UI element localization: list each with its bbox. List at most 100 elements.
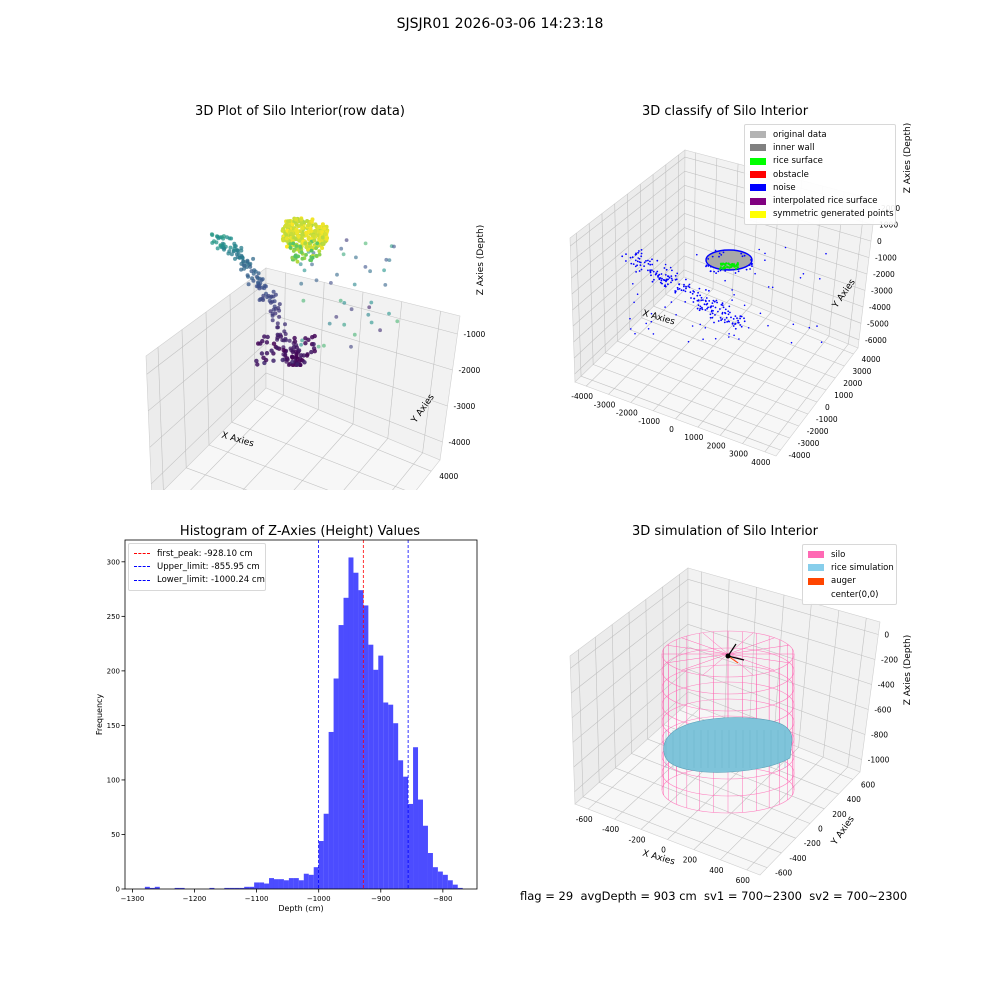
data-point [292,339,298,344]
noise-point [705,264,708,267]
y-tick-label: 200 [107,667,120,675]
noise-point [691,325,694,327]
noise-point [649,263,652,266]
y-tick-label: -3000 [798,439,820,448]
legend-item: rice simulation [808,561,894,574]
noise-point [713,270,715,273]
noise-point [704,309,707,311]
wall-gridline [574,691,862,792]
y-tick-label: -2000 [807,427,829,436]
data-point [290,349,295,355]
noise-point [825,252,827,255]
data-point [304,230,309,235]
data-point [313,229,318,233]
histogram-bar [338,625,344,889]
legend-label: interpolated rice surface [773,196,878,207]
wall-gridline [822,610,840,758]
floor-gridline [677,282,854,355]
legend-swatch [750,197,766,205]
data-point [300,256,305,261]
histogram-bar [293,878,299,889]
noise-point [693,291,695,293]
noise-point [677,288,679,291]
y-tick-label: 2000 [843,379,862,388]
noise-point [734,323,736,325]
data-point [314,246,318,250]
noise-point [719,269,722,272]
noise-point [697,299,700,302]
data-point [303,341,308,346]
data-point [283,322,287,327]
y-tick-label: 0 [825,403,830,412]
floor-gridline [254,399,432,472]
noise-point [690,297,692,299]
noise-point [629,317,631,320]
noise-point [736,317,738,320]
data-point [352,332,357,337]
noise-point [702,338,704,340]
noise-point [688,286,691,289]
data-point [241,259,246,264]
noise-point [667,283,669,286]
noise-point [704,327,707,329]
data-point [233,256,237,261]
data-point [338,298,343,303]
data-point [344,238,349,242]
histogram-bar [363,605,369,889]
classified-points [621,246,827,344]
rice-surface-point [735,264,738,267]
data-point [294,229,299,233]
data-point [383,283,388,287]
noise-point [700,296,703,299]
noise-point [722,306,725,309]
data-point [280,357,285,363]
histogram-bar [308,874,314,889]
legend-swatch [808,577,824,585]
noise-point [650,274,652,277]
noise-point [670,277,673,280]
noise-point [764,259,766,261]
panel2-title: 3D classify of Silo Interior [641,104,809,119]
data-point [301,298,306,303]
histogram-bar [288,878,294,889]
noise-point [639,264,642,266]
data-point [339,246,344,251]
noise-point [636,260,639,263]
data-point [277,314,282,319]
noise-point [663,279,666,282]
noise-point [699,323,701,326]
noise-point [698,309,701,312]
noise-point [709,316,712,319]
silo-roof-spoke [727,653,775,671]
panel1-3d-axes: -4000-2000020004000-4000-2000020004000-1… [145,216,486,490]
x-tick-label: 0 [669,425,674,434]
y-tick-label: -200 [804,839,821,848]
z-tick-label: 0 [877,237,882,246]
z-axis-label: Z Axies (Depth) [903,635,913,706]
x-tick-label: -600 [576,815,593,824]
noise-point [727,320,730,322]
data-point [310,262,314,267]
data-point [220,243,225,248]
z-tick-label: -1000 [464,330,486,339]
histogram-bar [259,882,265,889]
data-point [392,244,396,249]
rice-surface-point [719,267,722,270]
data-point [229,252,234,257]
data-point [289,354,295,359]
data-point [294,244,299,248]
noise-point [625,253,627,256]
rice-surface-point [736,266,739,269]
histogram-bar [427,853,433,889]
noise-point [718,252,721,255]
data-point [292,335,297,341]
legend-swatch [750,144,766,152]
x-tick-label: −900 [371,895,390,903]
wall-gridline [317,282,325,410]
y-tick-label: -400 [789,854,806,863]
noise-point [689,291,692,294]
z-axis-label: Z Axies (Depth) [903,123,913,194]
noise-point [792,323,795,326]
noise-point [721,318,724,320]
y-tick-label: -4000 [789,451,811,460]
